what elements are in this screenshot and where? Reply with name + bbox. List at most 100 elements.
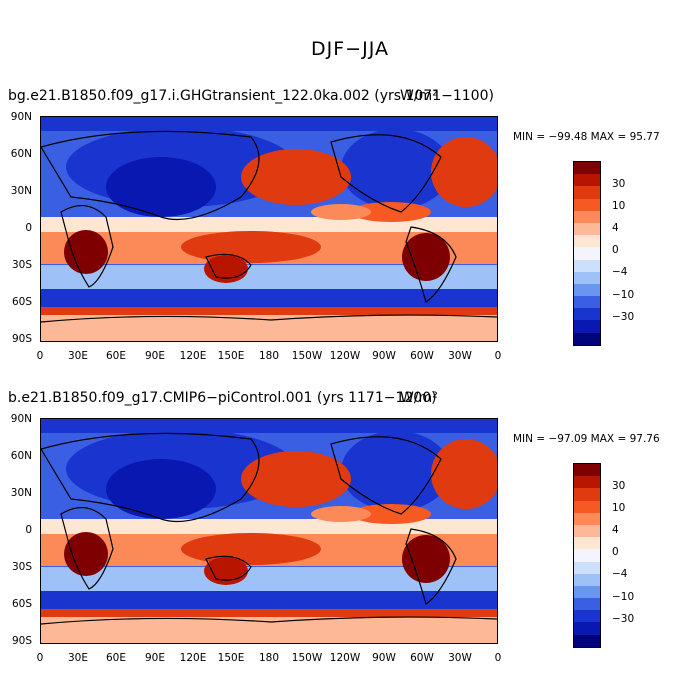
colorbar-label: 30 [612, 480, 626, 492]
warm-natl [431, 439, 497, 509]
colorbar [573, 463, 601, 648]
cold-na [341, 129, 451, 209]
lon-label: 90W [372, 652, 396, 664]
lon-label: 0 [494, 652, 502, 664]
lat-label: 90S [11, 635, 32, 647]
band-arctic [41, 419, 497, 433]
colorbar-label: 30 [612, 178, 626, 190]
warm-npac-2 [311, 204, 371, 220]
colorbar-swatch [574, 598, 600, 611]
colorbar-swatch [574, 573, 600, 586]
panel-case-title: bg.e21.B1850.f09_g17.i.GHGtransient_122.… [8, 88, 494, 104]
warm-australia [204, 255, 248, 283]
warm-australia [204, 557, 248, 585]
lon-label: 90E [145, 652, 165, 664]
lon-label: 120E [179, 350, 207, 362]
band-southern-ocean [41, 289, 497, 307]
figure-title: DJF−JJA [311, 38, 389, 60]
colorbar-label: 10 [612, 502, 626, 514]
lat-label: 60S [11, 296, 32, 308]
band-arctic [41, 117, 497, 131]
colorbar-label: −10 [612, 289, 635, 301]
coast-n-america [330, 134, 442, 213]
colorbar-label: −4 [612, 266, 628, 278]
band-antarctica [41, 315, 497, 341]
anomaly-map [41, 419, 497, 643]
colorbar-swatch [574, 174, 600, 187]
colorbar-swatch [574, 622, 600, 635]
anomaly-map [41, 117, 497, 341]
colorbar-swatch [574, 585, 600, 599]
warm-npac [241, 451, 351, 507]
lon-label: 150W [291, 350, 323, 362]
coast-s-america [405, 528, 457, 605]
coast-antarctica [41, 616, 497, 625]
colorbar-swatch [574, 332, 600, 345]
hot-africa [64, 532, 108, 576]
map-panel-bottom: b.e21.B1850.f09_g17.CMIP6−piControl.001 … [0, 390, 700, 690]
coast-eurasia [41, 432, 260, 522]
coast-australia [205, 555, 252, 581]
hot-s-america [402, 233, 450, 281]
colorbar-swatch [574, 271, 600, 284]
coast-eurasia [41, 130, 260, 220]
colorbar-label: 0 [612, 244, 619, 256]
colorbar-swatch [574, 198, 600, 211]
lon-label: 0 [36, 652, 44, 664]
colorbar-swatch [574, 561, 600, 574]
lat-label: 60N [10, 450, 32, 462]
colorbar-swatch [574, 186, 600, 199]
colorbar-label: −4 [612, 568, 628, 580]
coast-australia [205, 253, 252, 279]
min-max-stats: MIN = −97.09 MAX = 97.76 [513, 433, 660, 445]
lon-label: 120E [179, 652, 207, 664]
lon-label: 120W [329, 652, 361, 664]
colorbar-swatch [574, 610, 600, 623]
lat-label: 30S [11, 561, 32, 573]
colorbar-swatch [574, 222, 600, 236]
cold-siberia [106, 459, 216, 519]
warm-atl-sub [351, 504, 431, 524]
colorbar-swatch [574, 210, 600, 223]
warm-south-pac [181, 231, 321, 263]
warm-natl [431, 137, 497, 207]
colorbar-swatch [574, 320, 600, 333]
colorbar-swatch [574, 259, 600, 272]
panel-units: W/m² [400, 390, 438, 406]
colorbar-label: 4 [612, 222, 619, 234]
colorbar-swatch [574, 512, 600, 525]
colorbar [573, 161, 601, 346]
lon-label: 60W [410, 350, 434, 362]
lon-label: 30W [448, 652, 472, 664]
lat-label: 30N [10, 185, 32, 197]
lon-label: 30W [448, 350, 472, 362]
warm-npac-2 [311, 506, 371, 522]
colorbar-swatch [574, 235, 600, 248]
warm-atl-sub [351, 202, 431, 222]
lat-label: 90S [11, 333, 32, 345]
colorbar-swatch [574, 524, 600, 538]
colorbar-swatch [574, 549, 600, 562]
map-panel-top: bg.e21.B1850.f09_g17.i.GHGtransient_122.… [0, 88, 700, 388]
lat-label: 30S [11, 259, 32, 271]
colorbar-swatch [574, 247, 600, 260]
cold-na [341, 431, 451, 511]
coast-s-america [405, 226, 457, 303]
colorbar-swatch [574, 634, 600, 647]
coast-n-america [330, 436, 442, 515]
lat-label: 90N [10, 413, 32, 425]
colorbar-swatch [574, 537, 600, 550]
band-circumpolar [41, 609, 497, 617]
colorbar-swatch [574, 308, 600, 321]
band-antarctica [41, 617, 497, 643]
lon-label: 0 [36, 350, 44, 362]
band-southern-ocean [41, 591, 497, 609]
lat-label: 90N [10, 111, 32, 123]
lon-label: 180 [258, 350, 280, 362]
lat-label: 0 [25, 222, 32, 234]
lon-label: 60W [410, 652, 434, 664]
lon-label: 150E [217, 652, 245, 664]
lon-label: 0 [494, 350, 502, 362]
map-area [40, 116, 498, 342]
map-area [40, 418, 498, 644]
